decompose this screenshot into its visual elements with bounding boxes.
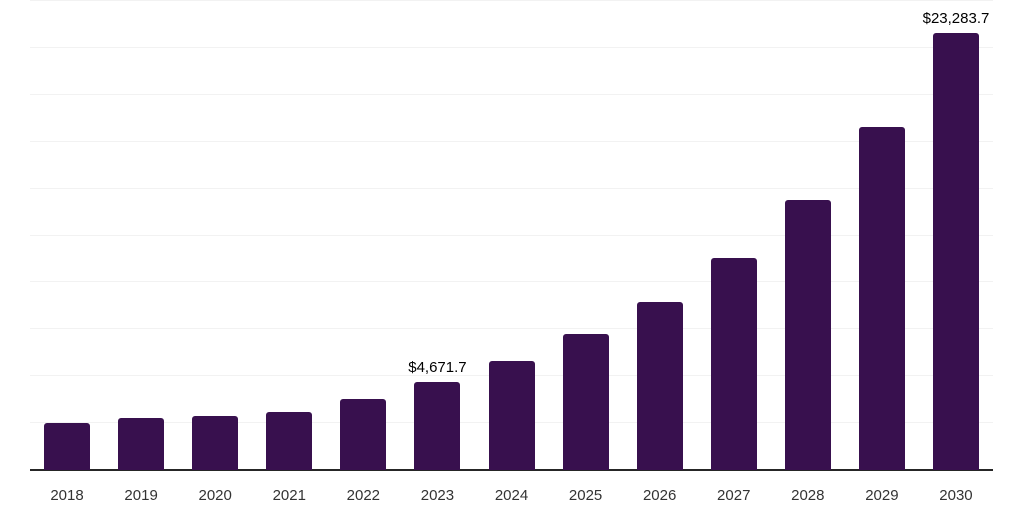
x-tick-label-2026: 2026 — [642, 487, 677, 504]
bar-slot-2021 — [252, 1, 326, 470]
x-tick-label-2019: 2019 — [124, 487, 158, 504]
bar-2022 — [340, 399, 387, 470]
x-tick-label-2023: 2023 — [420, 487, 455, 504]
gridline — [30, 93, 993, 95]
x-tick-label-2028: 2028 — [791, 487, 825, 504]
bar-2019 — [118, 418, 165, 470]
bar-slot-2024 — [474, 1, 548, 470]
x-axis-line — [30, 469, 993, 471]
bar-slot-2025 — [549, 1, 623, 470]
bar-2021 — [266, 412, 313, 470]
bar-2024 — [488, 361, 535, 470]
gridline — [30, 140, 993, 142]
bar-slot-2027 — [697, 1, 771, 470]
gridline — [30, 281, 993, 283]
bar-2026 — [636, 301, 683, 470]
bar-slot-2018 — [30, 1, 104, 470]
x-tick-label-2021: 2021 — [272, 487, 306, 504]
bar-2023 — [414, 382, 461, 470]
bar-value-label-2030: $23,283.7 — [922, 10, 990, 28]
bar-2020 — [192, 416, 239, 470]
x-tick-label-2020: 2020 — [198, 487, 232, 504]
bar-slot-2020 — [178, 1, 252, 470]
bar-slot-2023: $4,671.7 — [400, 1, 474, 470]
bar-slot-2022 — [326, 1, 400, 470]
gridline — [30, 187, 993, 189]
gridline — [30, 328, 993, 330]
bar-slot-2030: $23,283.7 — [919, 1, 993, 470]
bar-2027 — [710, 258, 757, 470]
x-tick-label-2018: 2018 — [50, 487, 84, 504]
bar-2018 — [44, 423, 91, 470]
bar-2025 — [562, 334, 609, 470]
gridline — [30, 0, 993, 1]
bar-2028 — [784, 199, 831, 470]
bar-2030 — [932, 33, 979, 470]
x-axis-tick-labels: 2018 2019 2020 2021 2022 2023 2024 2025 2026 2027… — [30, 472, 993, 512]
bar-slot-2029 — [845, 1, 919, 470]
bar-slot-2019 — [104, 1, 178, 470]
x-tick-label-2022: 2022 — [346, 487, 381, 504]
x-tick-label-2027: 2027 — [717, 487, 751, 504]
bar-slot-2028 — [771, 1, 845, 470]
bars-container: $4,671.7 $23,283.7 — [30, 1, 993, 470]
x-tick-label-2030: 2030 — [939, 487, 973, 504]
bar-value-label-2023: $4,671.7 — [408, 359, 467, 377]
bar-slot-2026 — [623, 1, 697, 470]
x-tick-label-2025: 2025 — [568, 487, 603, 504]
x-tick-label-2029: 2029 — [865, 487, 899, 504]
x-tick-label-2024: 2024 — [494, 487, 529, 504]
plot-area: $4,671.7 $23,283.7 — [30, 0, 993, 471]
gridline — [30, 234, 993, 236]
gridline — [30, 46, 993, 48]
bar-2029 — [858, 126, 905, 470]
